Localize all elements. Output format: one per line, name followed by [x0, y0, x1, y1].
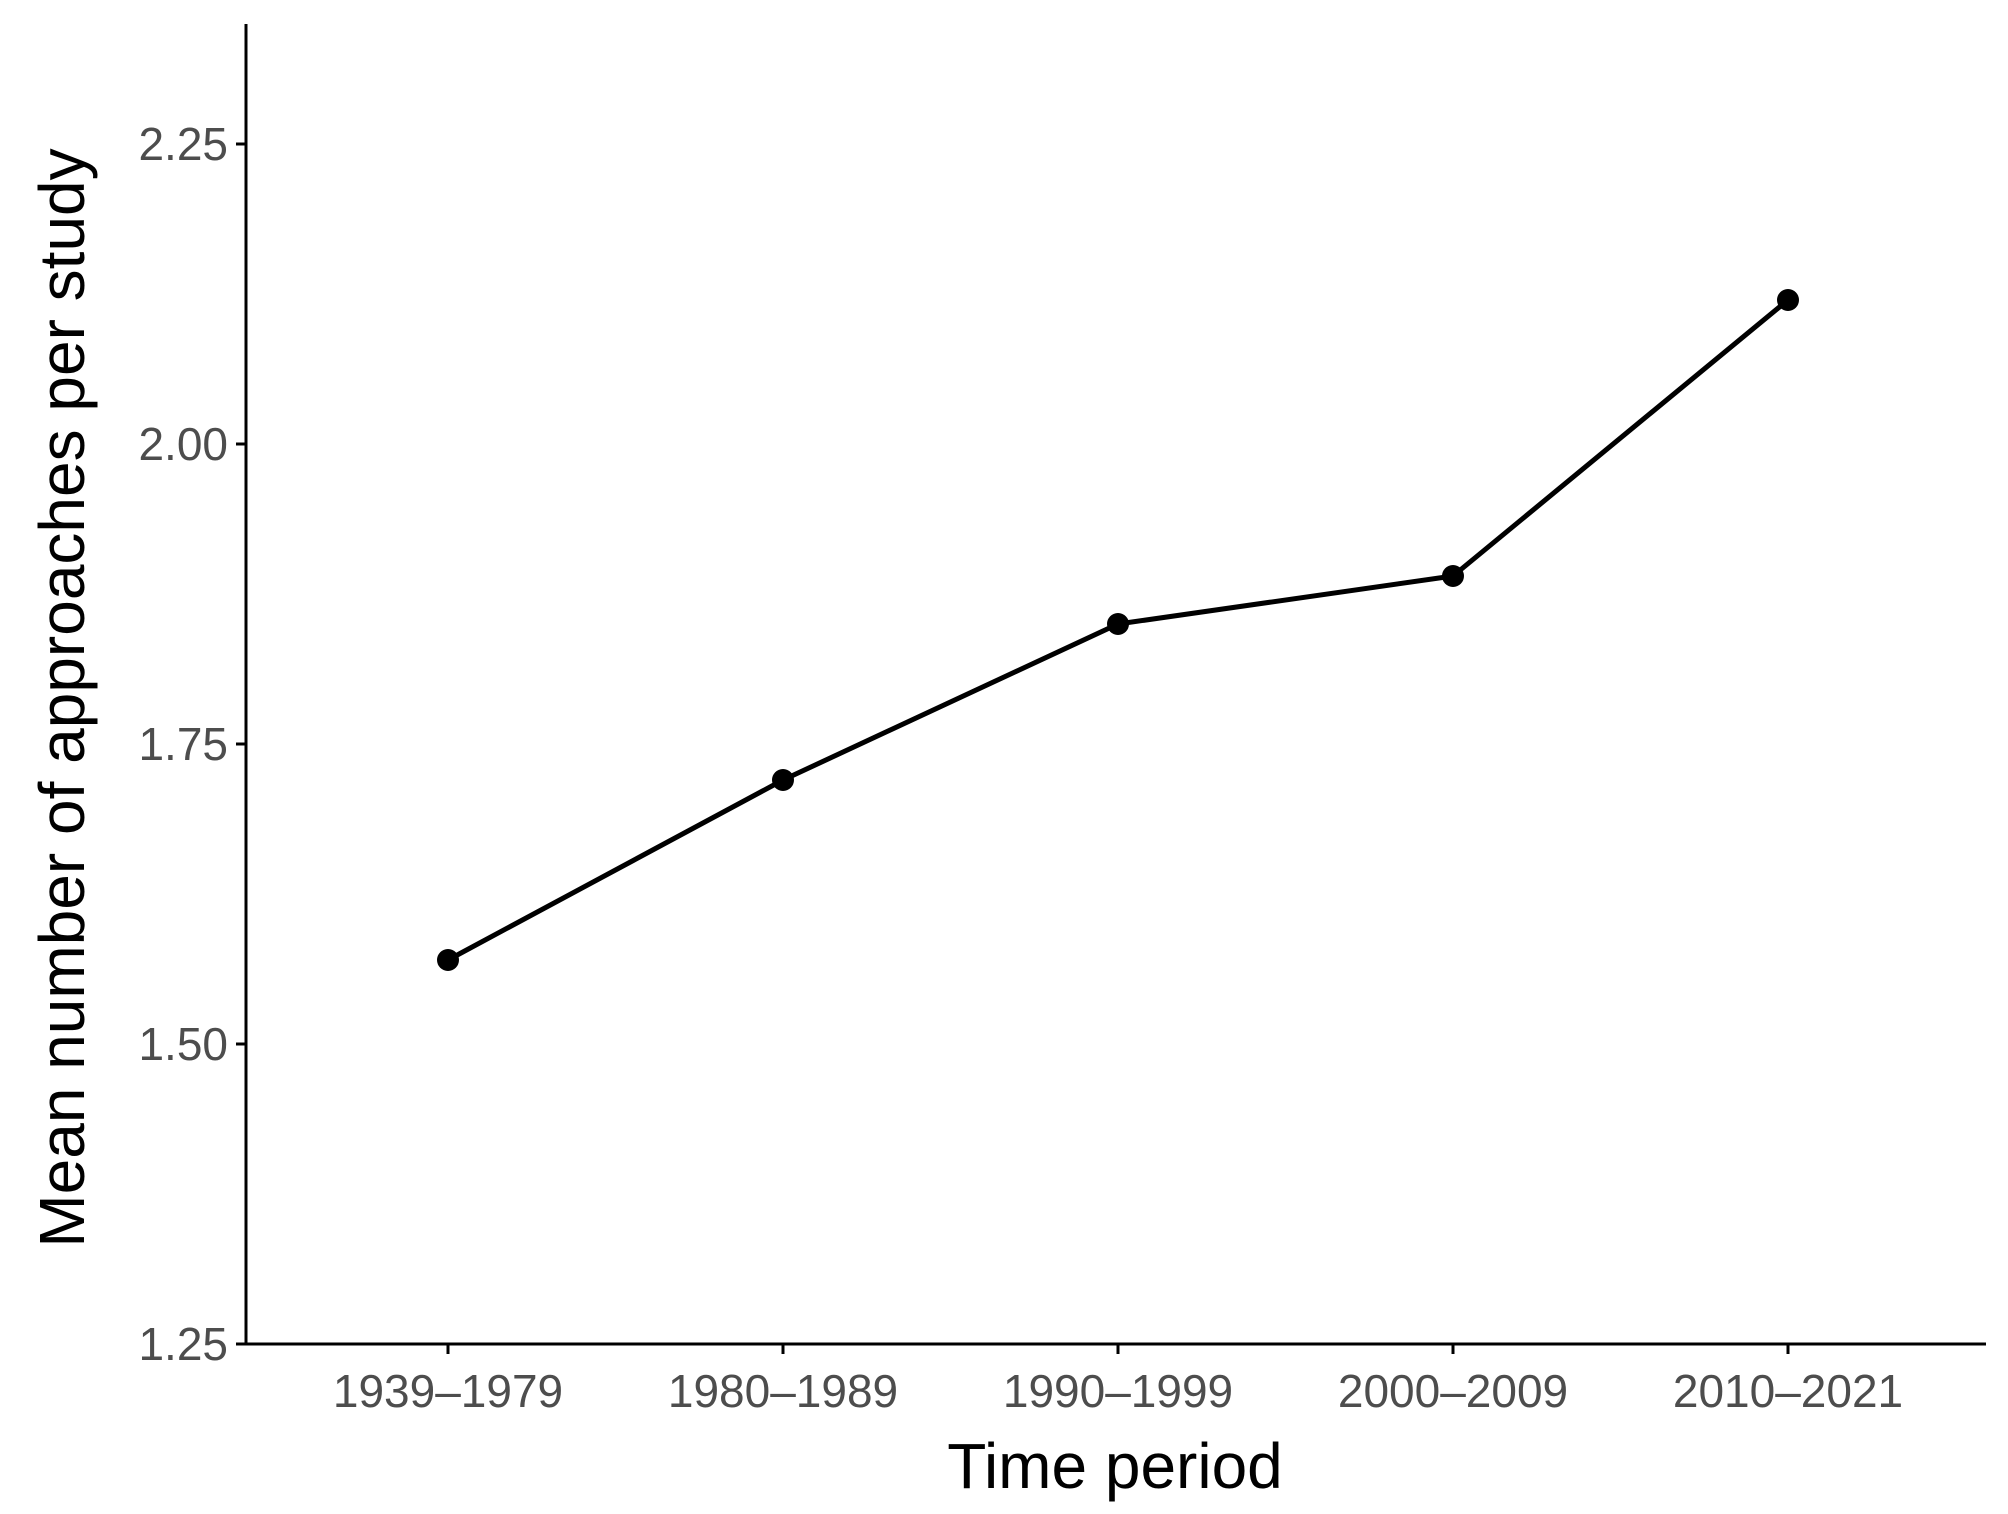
x-tick-label: 1980–1989 — [668, 1365, 898, 1417]
series — [437, 289, 1799, 971]
x-tick-label: 1939–1979 — [333, 1365, 563, 1417]
y-tick-label: 2.00 — [138, 418, 228, 470]
x-ticks: 1939–1979 1980–1989 1990–1999 2000–2009 2010… — [333, 1344, 1903, 1417]
x-tick-label: 2010–2021 — [1673, 1365, 1903, 1417]
data-point — [1107, 613, 1129, 635]
x-axis-title: Time period — [947, 1430, 1283, 1502]
data-point — [1777, 289, 1799, 311]
data-point — [1442, 565, 1464, 587]
data-point — [772, 769, 794, 791]
x-tick-label: 2000–2009 — [1338, 1365, 1568, 1417]
y-ticks: 1.25 1.50 1.75 2.00 2.25 — [138, 118, 246, 1370]
x-tick-label: 1990–1999 — [1003, 1365, 1233, 1417]
y-tick-label: 1.25 — [138, 1318, 228, 1370]
axes — [244, 24, 1986, 1346]
y-tick-label: 1.75 — [138, 718, 228, 770]
data-point — [437, 949, 459, 971]
y-tick-label: 1.50 — [138, 1018, 228, 1070]
y-tick-label: 2.25 — [138, 118, 228, 170]
y-axis-title: Mean number of approaches per study — [26, 148, 98, 1247]
